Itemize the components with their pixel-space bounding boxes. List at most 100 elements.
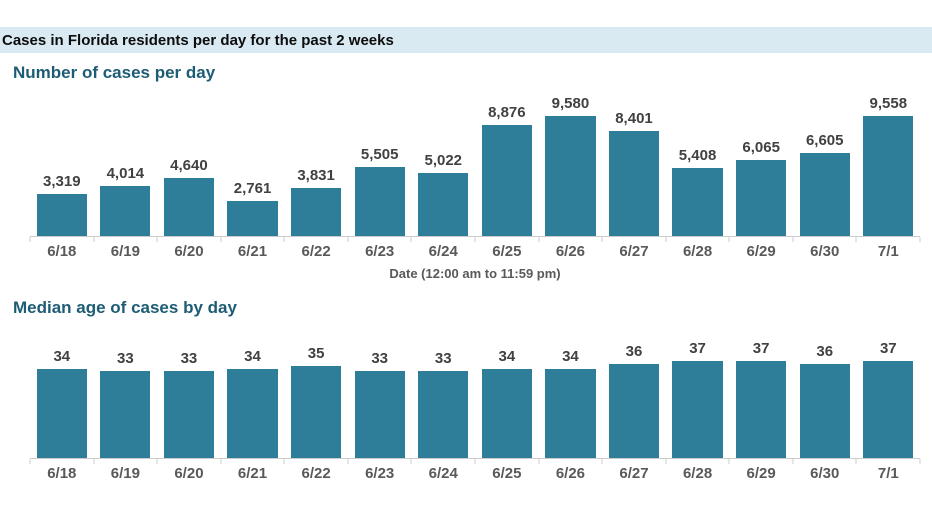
bar-value-label: 33 — [434, 350, 452, 367]
bar — [863, 116, 914, 236]
axis-tick — [220, 237, 222, 242]
date-label: 6/29 — [746, 465, 776, 482]
date-label: 6/20 — [174, 465, 204, 482]
bar-value-label: 34 — [244, 348, 261, 365]
axis-tick — [474, 237, 476, 242]
bar-value-label: 35 — [307, 345, 325, 362]
bar-value-label: 3,319 — [43, 173, 81, 190]
bar-value-label: 6,605 — [805, 132, 844, 149]
cases-bar-chart: 3,319 4,014 4,640 2,761 3,831 5,505 5,022 8,876… — [29, 93, 921, 261]
date-label: 6/30 — [810, 243, 840, 260]
bar-value-label: 9,558 — [869, 95, 908, 112]
bar-value-label: 34 — [498, 348, 516, 365]
chart-column: 3,319 — [30, 173, 94, 236]
axis-tick — [601, 237, 603, 242]
bar — [36, 194, 87, 236]
bar — [227, 201, 278, 236]
date-label: 7/1 — [877, 465, 899, 482]
date-label: 6/27 — [619, 243, 649, 260]
date-label: 7/1 — [877, 243, 899, 260]
date-label: 6/25 — [492, 243, 522, 260]
bar-value-label: 2,761 — [233, 180, 272, 197]
header-band: Cases in Florida residents per day for t… — [0, 27, 932, 53]
date-label: 6/29 — [746, 243, 776, 260]
page-title: Cases in Florida residents per day for t… — [2, 31, 394, 49]
chart-column: 34 — [221, 348, 285, 458]
bar-value-label: 37 — [752, 340, 770, 357]
date-label: 6/25 — [492, 465, 522, 482]
axis-tick — [156, 237, 158, 242]
chart-column: 34 — [539, 348, 603, 458]
chart-column: 33 — [411, 350, 475, 458]
bar-value-label: 6,065 — [742, 139, 780, 156]
bar-value-label: 4,014 — [106, 165, 145, 182]
axis-tick — [665, 459, 667, 464]
cases-x-axis — [29, 236, 921, 242]
axis-tick — [410, 459, 412, 464]
bar-value-label: 37 — [879, 340, 897, 357]
chart-column: 33 — [348, 350, 412, 458]
date-label: 6/26 — [555, 465, 586, 482]
axis-tick — [855, 237, 857, 242]
cases-per-day-section: Number of cases per day 3,319 4,014 4,640 2… — [0, 63, 932, 282]
chart-column: 8,401 — [602, 110, 666, 236]
date-label: 6/28 — [682, 243, 713, 260]
chart-column: 2,761 — [221, 180, 285, 236]
axis-tick — [474, 459, 476, 464]
chart-column: 9,580 — [539, 95, 603, 236]
bar — [354, 167, 405, 236]
axis-tick — [792, 459, 794, 464]
axis-tick — [283, 459, 285, 464]
bar-value-label: 37 — [689, 340, 706, 357]
median-age-bar-chart: 34 33 33 34 35 33 33 34 34 36 37 37 36 37 6/18 6/19 6/2… — [29, 338, 921, 483]
date-label: 6/24 — [428, 243, 458, 260]
cases-chart-title: Number of cases per day — [13, 63, 216, 82]
bar-value-label: 33 — [371, 350, 389, 367]
bar — [100, 186, 151, 236]
chart-column: 4,640 — [157, 157, 221, 236]
bar-value-label: 8,876 — [488, 104, 526, 121]
bar — [227, 369, 278, 458]
axis-tick — [728, 237, 730, 242]
chart-column: 4,014 — [94, 165, 158, 236]
date-label: 6/21 — [237, 243, 268, 260]
chart-column: 33 — [94, 350, 158, 458]
date-label: 6/24 — [428, 465, 458, 482]
bar — [290, 366, 342, 458]
date-label: 6/22 — [301, 243, 331, 260]
bar — [354, 371, 405, 458]
axis-tick — [410, 237, 412, 242]
axis-tick — [347, 237, 349, 242]
bar — [799, 364, 850, 458]
bar — [736, 361, 787, 458]
bar — [163, 371, 215, 458]
bar — [481, 125, 532, 236]
bar-value-label: 9,580 — [551, 95, 590, 112]
axis-tick — [728, 459, 730, 464]
bar-value-label: 36 — [816, 343, 834, 360]
bar — [100, 371, 151, 458]
median-age-bars: 34 33 33 34 35 33 33 34 34 36 37 37 36 37 — [30, 338, 920, 458]
bar — [481, 369, 532, 458]
bar — [163, 178, 215, 236]
bar — [290, 188, 342, 236]
axis-tick — [919, 237, 921, 242]
chart-column: 37 — [666, 340, 730, 458]
chart-column: 36 — [602, 343, 666, 458]
axis-tick — [29, 237, 31, 242]
bar — [863, 361, 914, 458]
axis-tick — [93, 237, 95, 242]
bar — [672, 168, 723, 236]
chart-column: 37 — [857, 340, 921, 458]
bar-value-label: 5,408 — [678, 147, 717, 164]
cases-bars: 3,319 4,014 4,640 2,761 3,831 5,505 5,022 8,876… — [30, 93, 920, 236]
bar-value-label: 5,505 — [360, 146, 399, 163]
axis-tick — [792, 237, 794, 242]
axis-tick — [283, 237, 285, 242]
axis-tick — [919, 459, 921, 464]
chart-column: 5,022 — [411, 152, 475, 236]
bar — [418, 371, 469, 458]
axis-tick — [347, 459, 349, 464]
date-label: 6/30 — [810, 465, 840, 482]
bar — [799, 153, 850, 236]
